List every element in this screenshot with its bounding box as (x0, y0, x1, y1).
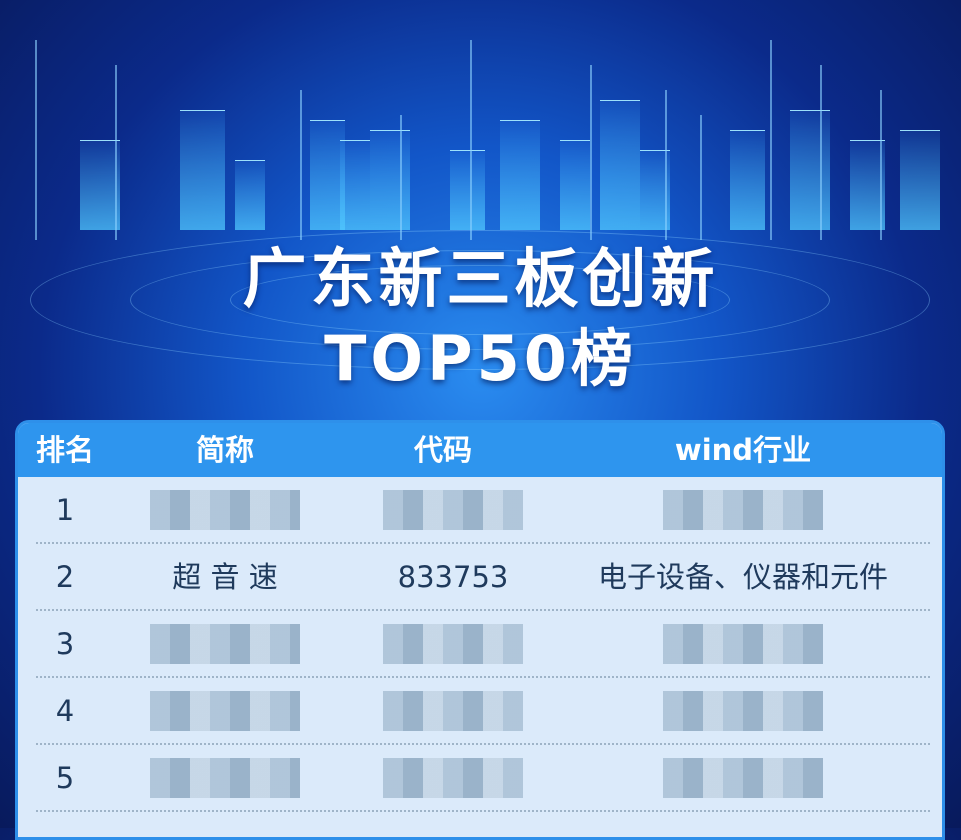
header-rank: 排名 (35, 433, 95, 467)
building-shape (900, 130, 940, 230)
building-shape (450, 150, 485, 230)
blurred-industry (663, 691, 823, 731)
blurred-code (383, 758, 523, 798)
cell-industry: 电子设备、仪器和元件 (597, 560, 889, 594)
light-pole (700, 115, 702, 240)
building-shape (80, 140, 120, 230)
building-shape (235, 160, 265, 230)
building-shape (310, 120, 345, 230)
blurred-name (150, 691, 300, 731)
city-background (30, 40, 940, 370)
glow-ring (130, 250, 830, 350)
table-row: 3 (18, 611, 942, 678)
title-line-2: TOP50榜 (324, 322, 637, 395)
title-line-1: 广东新三板创新 (242, 243, 719, 317)
blurred-name (150, 624, 300, 664)
light-pole (115, 65, 117, 240)
blurred-industry (663, 758, 823, 798)
building-shape (850, 140, 885, 230)
blurred-code (383, 624, 523, 664)
blurred-code (383, 691, 523, 731)
light-pole (770, 40, 772, 240)
light-pole (590, 65, 592, 240)
blurred-industry (663, 624, 823, 664)
light-pole (880, 90, 882, 240)
cell-rank: 1 (55, 493, 75, 527)
light-pole (35, 40, 37, 240)
building-shape (790, 110, 830, 230)
building-shape (730, 130, 765, 230)
building-shape (600, 100, 640, 230)
blurred-name (150, 490, 300, 530)
cell-rank: 4 (55, 694, 75, 728)
building-shape (180, 110, 225, 230)
cell-code: 833753 (397, 560, 509, 594)
table-header: 排名 简称 代码 wind行业 (18, 423, 942, 477)
building-shape (340, 140, 370, 230)
blurred-name (150, 758, 300, 798)
cell-rank: 5 (55, 761, 75, 795)
light-pole (400, 115, 402, 240)
light-pole (300, 90, 302, 240)
table-row: 1 (18, 477, 942, 544)
light-pole (665, 90, 667, 240)
glow-ring (230, 265, 730, 335)
header-code: 代码 (413, 433, 473, 467)
building-shape (560, 140, 590, 230)
cell-rank: 2 (55, 560, 75, 594)
ranking-table: 排名 简称 代码 wind行业 1 2 超 音 速 833753 电子设备、仪器和元件 3… (15, 420, 945, 840)
table-row: 5 (18, 745, 942, 812)
header-name: 简称 (195, 433, 255, 467)
blurred-industry (663, 490, 823, 530)
cell-name: 超 音 速 (172, 560, 278, 594)
building-shape (500, 120, 540, 230)
glow-ring (30, 230, 930, 370)
blurred-code (383, 490, 523, 530)
table-row: 2 超 音 速 833753 电子设备、仪器和元件 (18, 544, 942, 611)
light-pole (470, 40, 472, 240)
building-shape (370, 130, 410, 230)
table-row: 4 (18, 678, 942, 745)
header-industry: wind行业 (674, 433, 812, 467)
light-pole (820, 65, 822, 240)
cell-rank: 3 (55, 627, 75, 661)
